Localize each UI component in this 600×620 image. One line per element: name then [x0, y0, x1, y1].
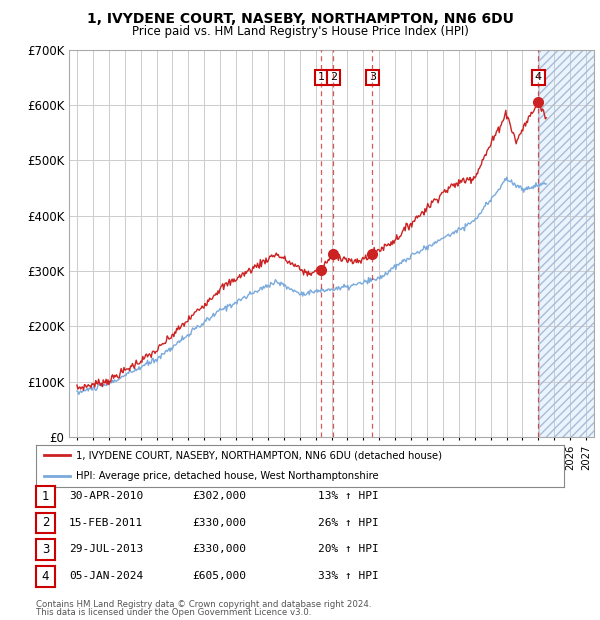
- Text: 2: 2: [42, 516, 49, 529]
- Text: This data is licensed under the Open Government Licence v3.0.: This data is licensed under the Open Gov…: [36, 608, 311, 617]
- Bar: [539, 50, 594, 437]
- Text: Contains HM Land Registry data © Crown copyright and database right 2024.: Contains HM Land Registry data © Crown c…: [36, 600, 371, 609]
- Text: £302,000: £302,000: [192, 491, 246, 501]
- Text: 1, IVYDENE COURT, NASEBY, NORTHAMPTON, NN6 6DU: 1, IVYDENE COURT, NASEBY, NORTHAMPTON, N…: [86, 12, 514, 27]
- Text: 33% ↑ HPI: 33% ↑ HPI: [318, 571, 379, 581]
- Text: 29-JUL-2013: 29-JUL-2013: [69, 544, 143, 554]
- Text: 4: 4: [535, 73, 542, 82]
- Text: 1, IVYDENE COURT, NASEBY, NORTHAMPTON, NN6 6DU (detached house): 1, IVYDENE COURT, NASEBY, NORTHAMPTON, N…: [76, 450, 442, 460]
- Text: 13% ↑ HPI: 13% ↑ HPI: [318, 491, 379, 501]
- Text: 2: 2: [330, 73, 337, 82]
- Text: 26% ↑ HPI: 26% ↑ HPI: [318, 518, 379, 528]
- Text: 3: 3: [369, 73, 376, 82]
- Text: HPI: Average price, detached house, West Northamptonshire: HPI: Average price, detached house, West…: [76, 471, 378, 481]
- Text: £330,000: £330,000: [192, 544, 246, 554]
- Text: Price paid vs. HM Land Registry's House Price Index (HPI): Price paid vs. HM Land Registry's House …: [131, 25, 469, 38]
- Text: 1: 1: [317, 73, 325, 82]
- Bar: [539, 50, 594, 437]
- Text: 3: 3: [42, 543, 49, 556]
- Text: 20% ↑ HPI: 20% ↑ HPI: [318, 544, 379, 554]
- Text: 30-APR-2010: 30-APR-2010: [69, 491, 143, 501]
- Text: £330,000: £330,000: [192, 518, 246, 528]
- Text: £605,000: £605,000: [192, 571, 246, 581]
- Text: 05-JAN-2024: 05-JAN-2024: [69, 571, 143, 581]
- Text: 4: 4: [42, 570, 49, 583]
- Text: 15-FEB-2011: 15-FEB-2011: [69, 518, 143, 528]
- Text: 1: 1: [42, 490, 49, 503]
